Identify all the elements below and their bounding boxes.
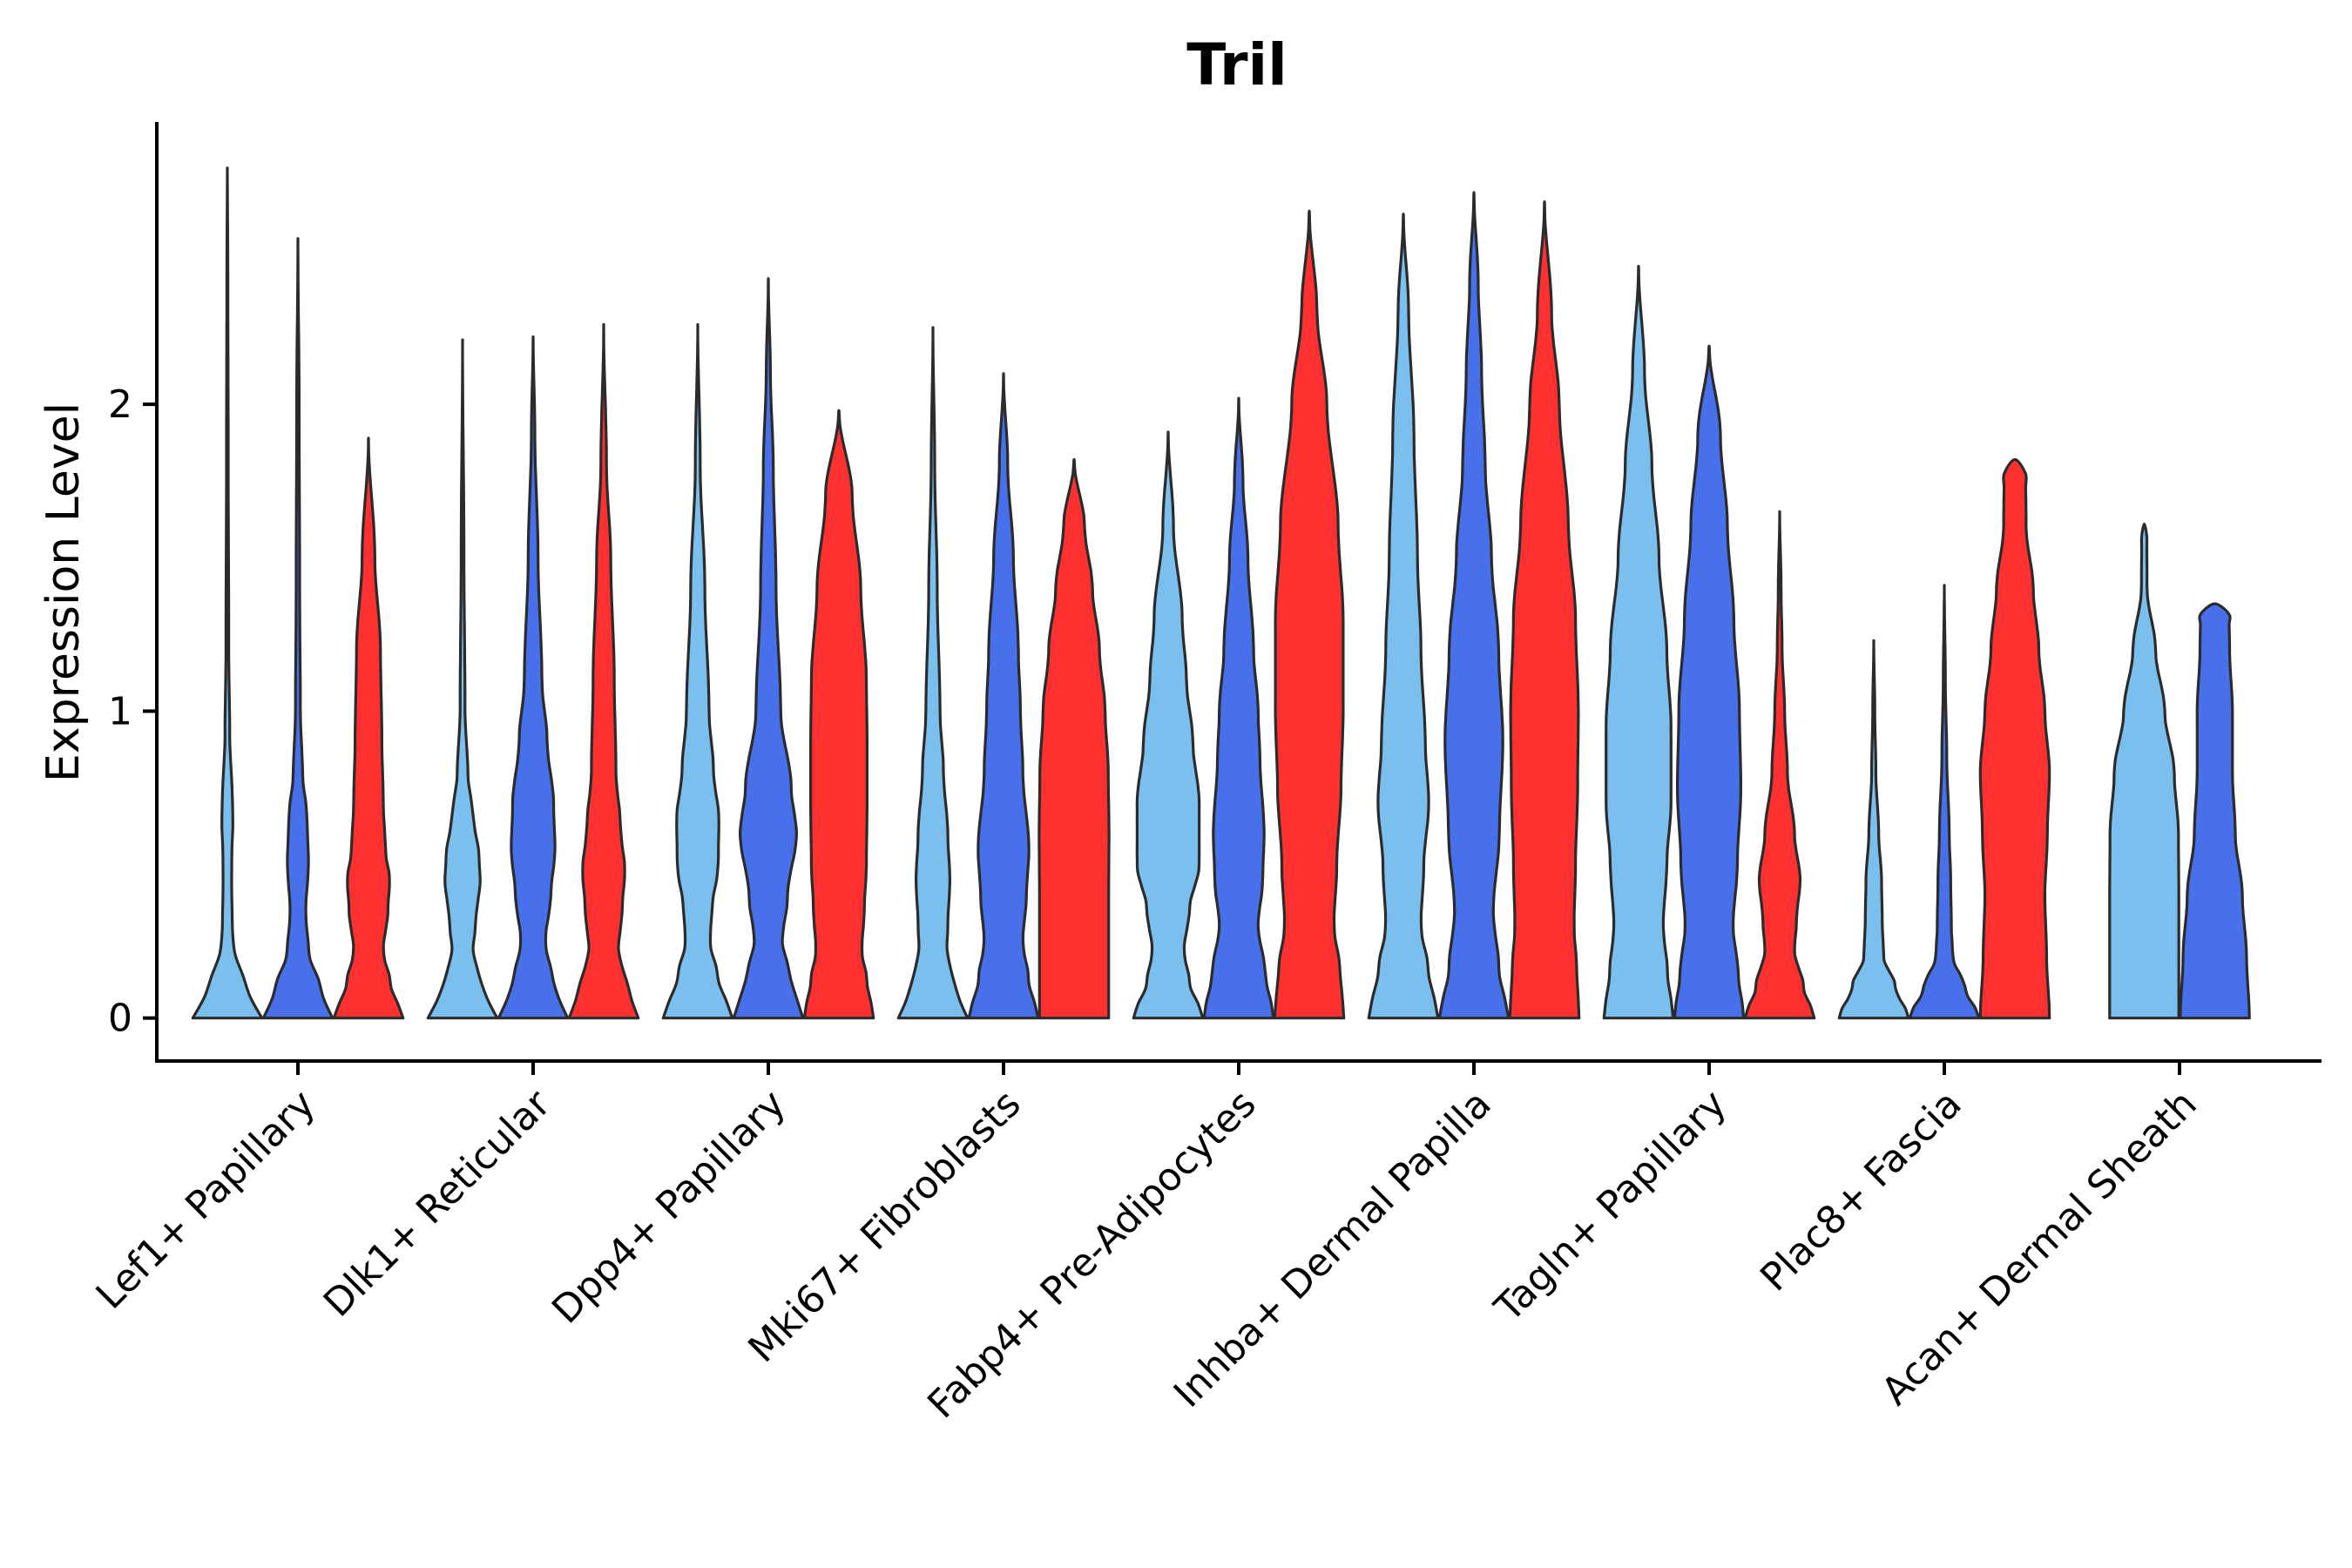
violin-3-3: [802, 409, 875, 1020]
x-tick-label: Lef1+ Papillary: [88, 1082, 324, 1318]
violin-9-2: [2179, 602, 2251, 1020]
y-tick-label: 0: [108, 997, 132, 1041]
x-tick-label: Dpp4+ Papillary: [544, 1082, 794, 1333]
violin-1-1: [191, 166, 264, 1020]
violin-6-3: [1508, 200, 1581, 1020]
x-tick-label: Plac8+ Fascia: [1752, 1082, 1970, 1301]
violin-5-2: [1202, 396, 1275, 1020]
violins-layer: [191, 166, 2251, 1020]
x-tick-label: Dlk1+ Reticular: [315, 1081, 560, 1326]
violin-1-3: [332, 436, 405, 1020]
violin-3-1: [661, 322, 734, 1020]
violin-5-1: [1132, 430, 1205, 1020]
y-tick-label: 1: [108, 689, 132, 733]
chart-title: Tril: [1186, 31, 1288, 98]
violin-7-2: [1673, 344, 1746, 1020]
y-tick-label: 2: [108, 382, 132, 427]
violin-2-3: [567, 322, 640, 1020]
violin-4-1: [896, 326, 970, 1020]
violin-1-2: [261, 237, 335, 1020]
violin-2-2: [497, 335, 570, 1020]
violin-8-2: [1908, 584, 1981, 1020]
violin-8-3: [1978, 457, 2051, 1020]
y-axis-label: Expression Level: [37, 402, 90, 782]
violin-8-1: [1837, 639, 1910, 1020]
violin-9-1: [2108, 522, 2180, 1020]
violin-3-2: [732, 277, 805, 1020]
violin-4-3: [1037, 457, 1111, 1020]
violin-4-2: [967, 372, 1040, 1020]
violin-5-3: [1273, 209, 1346, 1020]
violin-6-2: [1437, 191, 1511, 1020]
violin-7-3: [1743, 510, 1816, 1020]
x-tick-label: Tagln+ Papillary: [1486, 1082, 1735, 1331]
violin-7-1: [1602, 265, 1675, 1020]
violin-6-1: [1367, 213, 1440, 1020]
violin-2-1: [426, 338, 499, 1020]
